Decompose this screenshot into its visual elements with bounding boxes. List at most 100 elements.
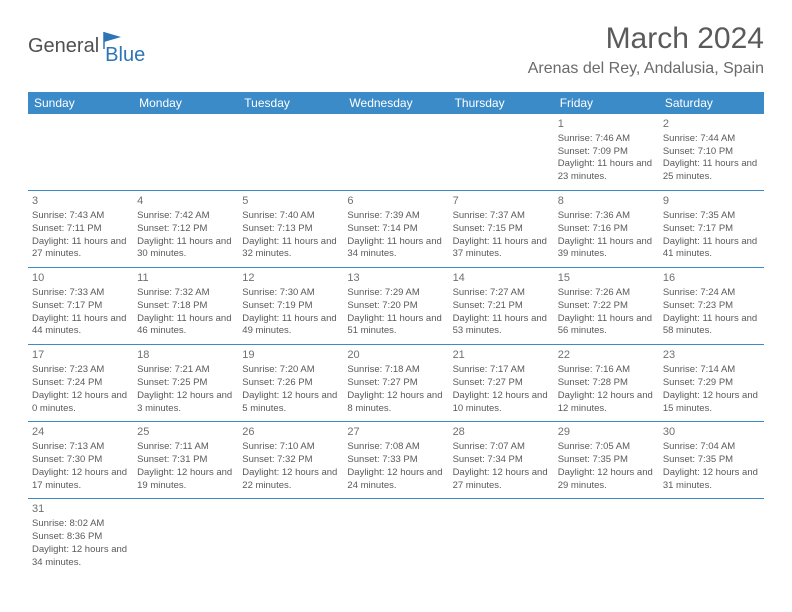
calendar-cell: 2Sunrise: 7:44 AM Sunset: 7:10 PM Daylig… <box>659 114 764 191</box>
day-header: Tuesday <box>238 92 343 114</box>
day-header: Saturday <box>659 92 764 114</box>
logo: General Blue <box>28 26 145 67</box>
calendar-cell: 24Sunrise: 7:13 AM Sunset: 7:30 PM Dayli… <box>28 422 133 499</box>
calendar-row: 3Sunrise: 7:43 AM Sunset: 7:11 PM Daylig… <box>28 191 764 268</box>
day-detail: Sunrise: 7:23 AM Sunset: 7:24 PM Dayligh… <box>32 364 129 415</box>
calendar-cell <box>659 499 764 576</box>
calendar-cell: 1Sunrise: 7:46 AM Sunset: 7:09 PM Daylig… <box>554 114 659 191</box>
day-header: Wednesday <box>343 92 448 114</box>
calendar-cell <box>343 114 448 191</box>
day-number: 9 <box>663 194 760 209</box>
day-detail: Sunrise: 7:13 AM Sunset: 7:30 PM Dayligh… <box>32 441 129 492</box>
logo-text-general: General <box>28 35 99 58</box>
calendar-cell: 20Sunrise: 7:18 AM Sunset: 7:27 PM Dayli… <box>343 345 448 422</box>
calendar-table: Sunday Monday Tuesday Wednesday Thursday… <box>28 92 764 576</box>
day-number: 25 <box>137 425 234 440</box>
calendar-row: 24Sunrise: 7:13 AM Sunset: 7:30 PM Dayli… <box>28 422 764 499</box>
day-number: 31 <box>32 502 129 517</box>
calendar-cell: 19Sunrise: 7:20 AM Sunset: 7:26 PM Dayli… <box>238 345 343 422</box>
header: General Blue March 2024 Arenas del Rey, … <box>28 22 764 78</box>
day-detail: Sunrise: 7:36 AM Sunset: 7:16 PM Dayligh… <box>558 210 655 261</box>
day-detail: Sunrise: 7:35 AM Sunset: 7:17 PM Dayligh… <box>663 210 760 261</box>
calendar-cell: 21Sunrise: 7:17 AM Sunset: 7:27 PM Dayli… <box>449 345 554 422</box>
calendar-cell <box>133 114 238 191</box>
calendar-cell <box>343 499 448 576</box>
day-detail: Sunrise: 7:33 AM Sunset: 7:17 PM Dayligh… <box>32 287 129 338</box>
calendar-cell: 8Sunrise: 7:36 AM Sunset: 7:16 PM Daylig… <box>554 191 659 268</box>
day-number: 21 <box>453 348 550 363</box>
location: Arenas del Rey, Andalusia, Spain <box>528 60 764 78</box>
calendar-cell: 10Sunrise: 7:33 AM Sunset: 7:17 PM Dayli… <box>28 268 133 345</box>
day-number: 24 <box>32 425 129 440</box>
day-detail: Sunrise: 8:02 AM Sunset: 8:36 PM Dayligh… <box>32 518 129 569</box>
day-detail: Sunrise: 7:29 AM Sunset: 7:20 PM Dayligh… <box>347 287 444 338</box>
day-detail: Sunrise: 7:04 AM Sunset: 7:35 PM Dayligh… <box>663 441 760 492</box>
day-number: 20 <box>347 348 444 363</box>
calendar-cell: 31Sunrise: 8:02 AM Sunset: 8:36 PM Dayli… <box>28 499 133 576</box>
calendar-cell: 26Sunrise: 7:10 AM Sunset: 7:32 PM Dayli… <box>238 422 343 499</box>
calendar-cell <box>238 499 343 576</box>
day-number: 2 <box>663 117 760 132</box>
calendar-cell <box>554 499 659 576</box>
day-detail: Sunrise: 7:08 AM Sunset: 7:33 PM Dayligh… <box>347 441 444 492</box>
calendar-cell: 30Sunrise: 7:04 AM Sunset: 7:35 PM Dayli… <box>659 422 764 499</box>
calendar-cell: 12Sunrise: 7:30 AM Sunset: 7:19 PM Dayli… <box>238 268 343 345</box>
month-title: March 2024 <box>528 22 764 56</box>
day-number: 23 <box>663 348 760 363</box>
calendar-cell: 13Sunrise: 7:29 AM Sunset: 7:20 PM Dayli… <box>343 268 448 345</box>
day-detail: Sunrise: 7:44 AM Sunset: 7:10 PM Dayligh… <box>663 133 760 184</box>
day-detail: Sunrise: 7:18 AM Sunset: 7:27 PM Dayligh… <box>347 364 444 415</box>
day-detail: Sunrise: 7:24 AM Sunset: 7:23 PM Dayligh… <box>663 287 760 338</box>
day-detail: Sunrise: 7:26 AM Sunset: 7:22 PM Dayligh… <box>558 287 655 338</box>
day-number: 12 <box>242 271 339 286</box>
day-detail: Sunrise: 7:43 AM Sunset: 7:11 PM Dayligh… <box>32 210 129 261</box>
day-detail: Sunrise: 7:30 AM Sunset: 7:19 PM Dayligh… <box>242 287 339 338</box>
day-detail: Sunrise: 7:27 AM Sunset: 7:21 PM Dayligh… <box>453 287 550 338</box>
calendar-cell: 3Sunrise: 7:43 AM Sunset: 7:11 PM Daylig… <box>28 191 133 268</box>
day-number: 11 <box>137 271 234 286</box>
day-number: 10 <box>32 271 129 286</box>
calendar-cell: 5Sunrise: 7:40 AM Sunset: 7:13 PM Daylig… <box>238 191 343 268</box>
calendar-cell: 28Sunrise: 7:07 AM Sunset: 7:34 PM Dayli… <box>449 422 554 499</box>
calendar-cell: 25Sunrise: 7:11 AM Sunset: 7:31 PM Dayli… <box>133 422 238 499</box>
day-detail: Sunrise: 7:05 AM Sunset: 7:35 PM Dayligh… <box>558 441 655 492</box>
day-detail: Sunrise: 7:17 AM Sunset: 7:27 PM Dayligh… <box>453 364 550 415</box>
day-detail: Sunrise: 7:07 AM Sunset: 7:34 PM Dayligh… <box>453 441 550 492</box>
calendar-cell <box>449 499 554 576</box>
day-detail: Sunrise: 7:21 AM Sunset: 7:25 PM Dayligh… <box>137 364 234 415</box>
calendar-cell <box>449 114 554 191</box>
day-number: 13 <box>347 271 444 286</box>
day-header: Thursday <box>449 92 554 114</box>
day-number: 4 <box>137 194 234 209</box>
day-detail: Sunrise: 7:46 AM Sunset: 7:09 PM Dayligh… <box>558 133 655 184</box>
day-detail: Sunrise: 7:32 AM Sunset: 7:18 PM Dayligh… <box>137 287 234 338</box>
day-detail: Sunrise: 7:10 AM Sunset: 7:32 PM Dayligh… <box>242 441 339 492</box>
day-header: Friday <box>554 92 659 114</box>
day-number: 28 <box>453 425 550 440</box>
day-number: 5 <box>242 194 339 209</box>
calendar-row: 31Sunrise: 8:02 AM Sunset: 8:36 PM Dayli… <box>28 499 764 576</box>
day-number: 18 <box>137 348 234 363</box>
day-detail: Sunrise: 7:39 AM Sunset: 7:14 PM Dayligh… <box>347 210 444 261</box>
day-detail: Sunrise: 7:20 AM Sunset: 7:26 PM Dayligh… <box>242 364 339 415</box>
day-detail: Sunrise: 7:16 AM Sunset: 7:28 PM Dayligh… <box>558 364 655 415</box>
day-number: 27 <box>347 425 444 440</box>
day-number: 14 <box>453 271 550 286</box>
calendar-row: 1Sunrise: 7:46 AM Sunset: 7:09 PM Daylig… <box>28 114 764 191</box>
day-number: 3 <box>32 194 129 209</box>
logo-text-blue: Blue <box>105 44 145 67</box>
calendar-cell <box>133 499 238 576</box>
calendar-cell <box>238 114 343 191</box>
calendar-row: 17Sunrise: 7:23 AM Sunset: 7:24 PM Dayli… <box>28 345 764 422</box>
day-detail: Sunrise: 7:40 AM Sunset: 7:13 PM Dayligh… <box>242 210 339 261</box>
calendar-cell: 15Sunrise: 7:26 AM Sunset: 7:22 PM Dayli… <box>554 268 659 345</box>
day-number: 19 <box>242 348 339 363</box>
calendar-cell: 14Sunrise: 7:27 AM Sunset: 7:21 PM Dayli… <box>449 268 554 345</box>
day-detail: Sunrise: 7:37 AM Sunset: 7:15 PM Dayligh… <box>453 210 550 261</box>
calendar-cell: 16Sunrise: 7:24 AM Sunset: 7:23 PM Dayli… <box>659 268 764 345</box>
day-number: 7 <box>453 194 550 209</box>
day-number: 1 <box>558 117 655 132</box>
day-detail: Sunrise: 7:42 AM Sunset: 7:12 PM Dayligh… <box>137 210 234 261</box>
calendar-cell: 7Sunrise: 7:37 AM Sunset: 7:15 PM Daylig… <box>449 191 554 268</box>
calendar-cell: 22Sunrise: 7:16 AM Sunset: 7:28 PM Dayli… <box>554 345 659 422</box>
